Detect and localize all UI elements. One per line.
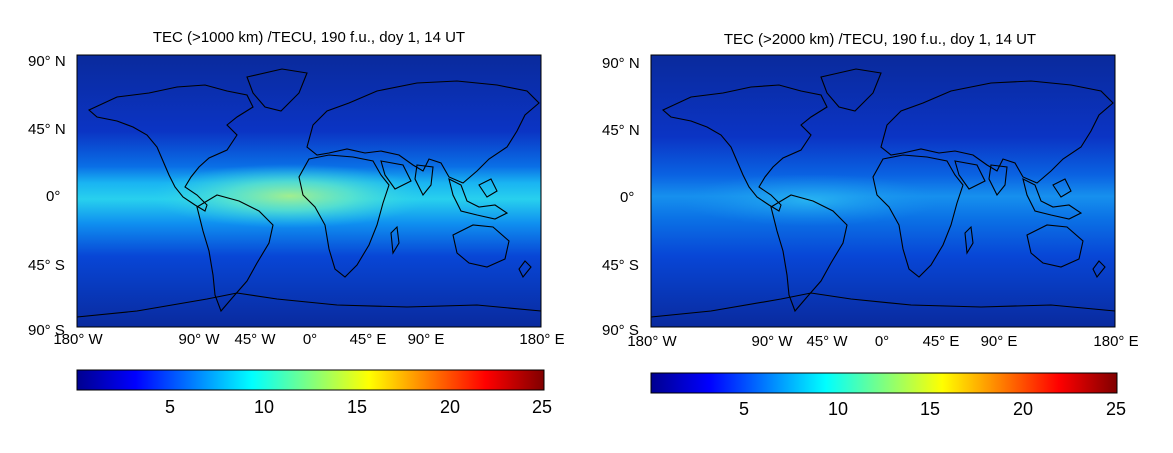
- x-tick-label: 180° W: [53, 331, 103, 348]
- y-tick-label: 45° S: [602, 257, 639, 274]
- y-tick-label: 90° S: [602, 322, 639, 339]
- x-tick-label: 0°: [303, 331, 317, 348]
- chart-title: TEC (>2000 km) /TECU, 190 f.u., doy 1, 1…: [724, 31, 1036, 48]
- coastlines: [77, 68, 541, 318]
- tec-peak: [150, 164, 430, 228]
- colorbar-ticks: 5 10 15 20 25: [739, 399, 1126, 419]
- x-tick-labels: 180° W 90° W 45° W 0° 45° E 90° E 180° E: [53, 331, 564, 348]
- coastlines: [651, 68, 1115, 318]
- colorbar-tick-label: 5: [165, 397, 175, 417]
- map-panel-2000km: TEC (>2000 km) /TECU, 190 f.u., doy 1, 1…: [602, 31, 1139, 419]
- colorbar: 5 10 15 20 25: [650, 372, 1126, 419]
- x-tick-label: 90° E: [408, 331, 445, 348]
- x-tick-labels: 180° W 90° W 45° W 0° 45° E 90° E 180° E: [627, 333, 1138, 350]
- colorbar-tick-label: 5: [739, 399, 749, 419]
- x-tick-label: 90° E: [981, 333, 1018, 350]
- colorbar-tick-label: 10: [254, 397, 274, 417]
- colorbar-tick-label: 15: [920, 399, 940, 419]
- x-tick-label: 45° W: [806, 333, 848, 350]
- x-tick-label: 90° W: [178, 331, 220, 348]
- colorbar-tick-label: 20: [440, 397, 460, 417]
- y-tick-label: 0°: [46, 188, 60, 205]
- x-tick-label: 180° E: [1093, 333, 1138, 350]
- map-frame: [650, 54, 1116, 328]
- chart-title: TEC (>1000 km) /TECU, 190 f.u., doy 1, 1…: [153, 29, 465, 46]
- colorbar-tick-label: 15: [347, 397, 367, 417]
- y-tick-labels: 90° N 45° N 0° 45° S 90° S: [28, 53, 66, 339]
- colorbar-scale: [76, 369, 545, 391]
- y-tick-labels: 90° N 45° N 0° 45° S 90° S: [602, 55, 640, 339]
- map-frame: [76, 54, 542, 328]
- x-tick-label: 45° E: [923, 333, 960, 350]
- x-tick-label: 90° W: [751, 333, 793, 350]
- colorbar: 5 10 15 20 25: [76, 369, 552, 417]
- x-tick-label: 180° W: [627, 333, 677, 350]
- y-tick-label: 45° N: [602, 122, 640, 139]
- y-tick-label: 90° N: [602, 55, 640, 72]
- y-tick-label: 45° N: [28, 121, 66, 138]
- x-tick-label: 45° W: [234, 331, 276, 348]
- x-tick-label: 180° E: [519, 331, 564, 348]
- map-panel-1000km: TEC (>1000 km) /TECU, 190 f.u., doy 1, 1…: [28, 29, 565, 417]
- colorbar-tick-label: 10: [828, 399, 848, 419]
- colorbar-scale: [650, 372, 1118, 394]
- x-tick-label: 45° E: [350, 331, 387, 348]
- y-tick-label: 90° S: [28, 322, 65, 339]
- x-tick-label: 0°: [875, 333, 889, 350]
- y-tick-label: 90° N: [28, 53, 66, 70]
- colorbar-tick-label: 25: [532, 397, 552, 417]
- colorbar-tick-label: 20: [1013, 399, 1033, 419]
- y-tick-label: 0°: [620, 189, 634, 206]
- colorbar-tick-label: 25: [1106, 399, 1126, 419]
- y-tick-label: 45° S: [28, 257, 65, 274]
- colorbar-ticks: 5 10 15 20 25: [165, 397, 552, 417]
